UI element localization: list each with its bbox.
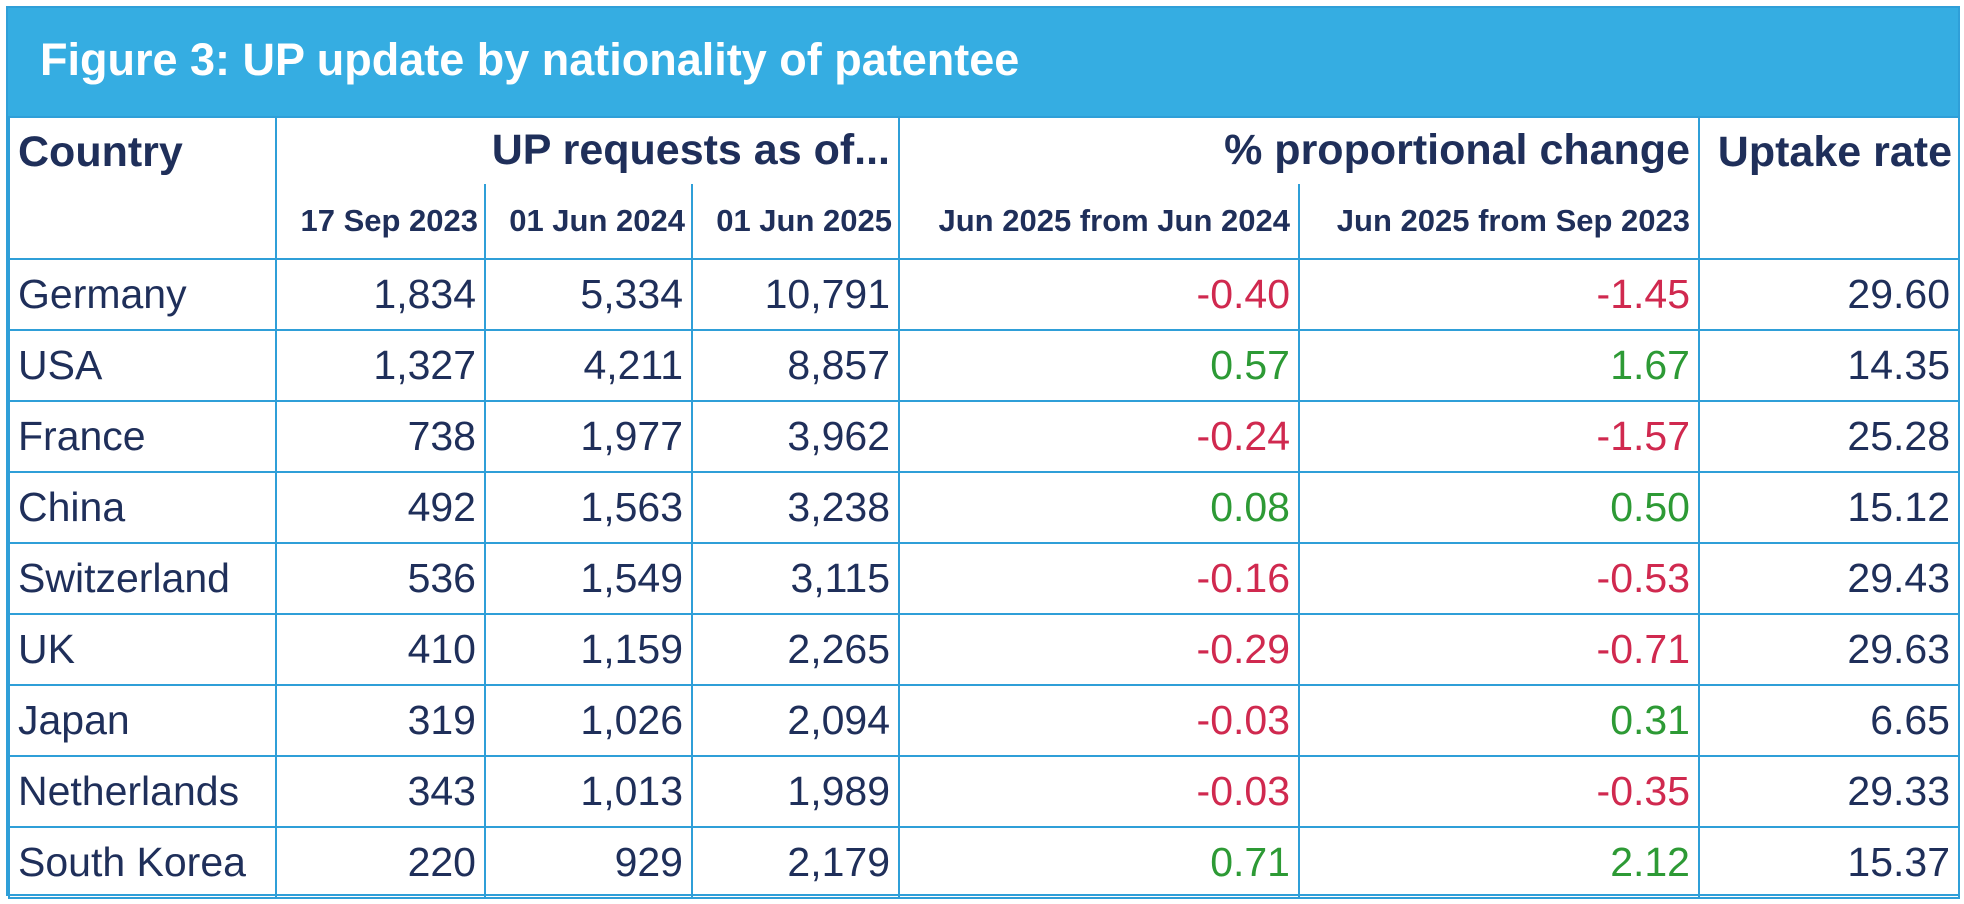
cell-sep-2023: 1,834 xyxy=(275,258,486,331)
cell-sep-2023: 738 xyxy=(275,400,486,473)
cell-country: Switzerland xyxy=(8,542,277,615)
header-jun-2024: 01 Jun 2024 xyxy=(484,182,693,260)
cell-change-from-jun-2024: -0.24 xyxy=(898,400,1300,473)
cell-jun-2024: 1,549 xyxy=(484,542,693,615)
cell-change-from-sep-2023: -0.71 xyxy=(1298,613,1700,686)
cell-change-from-jun-2024: -0.03 xyxy=(898,755,1300,828)
cell-country: France xyxy=(8,400,277,473)
cell-change-from-jun-2024: 0.71 xyxy=(898,826,1300,899)
header-jun-2025: 01 Jun 2025 xyxy=(691,182,900,260)
cell-jun-2025: 2,094 xyxy=(691,684,900,757)
up-table: Country UP requests as of... % proportio… xyxy=(8,116,1960,899)
table-row: Netherlands 343 1,013 1,989 -0.03 -0.35 29.33 xyxy=(8,755,1960,828)
header-sep-2023: 17 Sep 2023 xyxy=(275,182,486,260)
cell-jun-2025: 10,791 xyxy=(691,258,900,331)
cell-jun-2024: 1,159 xyxy=(484,613,693,686)
cell-change-from-sep-2023: -0.53 xyxy=(1298,542,1700,615)
table-row: France 738 1,977 3,962 -0.24 -1.57 25.28 xyxy=(8,400,1960,473)
cell-change-from-jun-2024: -0.16 xyxy=(898,542,1300,615)
figure-frame: Figure 3: UP update by nationality of pa… xyxy=(6,6,1960,899)
title-bar: Figure 3: UP update by nationality of pa… xyxy=(8,8,1958,116)
cell-jun-2024: 5,334 xyxy=(484,258,693,331)
header-sub-row: 17 Sep 2023 01 Jun 2024 01 Jun 2025 Jun … xyxy=(9,182,1959,260)
header-change-from-jun-2024: Jun 2025 from Jun 2024 xyxy=(898,182,1300,260)
cell-jun-2024: 1,563 xyxy=(484,471,693,544)
cell-jun-2025: 2,179 xyxy=(691,826,900,899)
cell-uptake-rate: 29.60 xyxy=(1698,258,1960,331)
cell-country: USA xyxy=(8,329,277,402)
cell-sep-2023: 410 xyxy=(275,613,486,686)
cell-uptake-rate: 6.65 xyxy=(1698,684,1960,757)
cell-change-from-sep-2023: -1.45 xyxy=(1298,258,1700,331)
cell-sep-2023: 343 xyxy=(275,755,486,828)
cell-jun-2024: 1,026 xyxy=(484,684,693,757)
header-pct-change: % proportional change xyxy=(898,116,1700,183)
cell-change-from-jun-2024: 0.57 xyxy=(898,329,1300,402)
table-row: Switzerland 536 1,549 3,115 -0.16 -0.53 29.43 xyxy=(8,542,1960,615)
cell-change-from-sep-2023: 1.67 xyxy=(1298,329,1700,402)
table-row: South Korea 220 929 2,179 0.71 2.12 15.37 xyxy=(8,826,1960,899)
cell-country: Germany xyxy=(8,258,277,331)
cell-jun-2025: 3,238 xyxy=(691,471,900,544)
cell-change-from-sep-2023: 2.12 xyxy=(1298,826,1700,899)
cell-country: Japan xyxy=(8,684,277,757)
cell-uptake-rate: 29.33 xyxy=(1698,755,1960,828)
cell-jun-2025: 8,857 xyxy=(691,329,900,402)
cell-sep-2023: 319 xyxy=(275,684,486,757)
table-row: Japan 319 1,026 2,094 -0.03 0.31 6.65 xyxy=(8,684,1960,757)
header-country: Country xyxy=(8,116,277,260)
cell-uptake-rate: 29.43 xyxy=(1698,542,1960,615)
cell-change-from-jun-2024: -0.29 xyxy=(898,613,1300,686)
header-group-row: Country UP requests as of... % proportio… xyxy=(8,116,1960,260)
cell-change-from-sep-2023: -0.35 xyxy=(1298,755,1700,828)
cell-jun-2025: 1,989 xyxy=(691,755,900,828)
header-up-requests: UP requests as of... xyxy=(275,116,900,183)
cell-change-from-jun-2024: 0.08 xyxy=(898,471,1300,544)
cell-country: China xyxy=(8,471,277,544)
cell-sep-2023: 492 xyxy=(275,471,486,544)
cell-sep-2023: 220 xyxy=(275,826,486,899)
cell-country: Netherlands xyxy=(8,755,277,828)
cell-jun-2024: 4,211 xyxy=(484,329,693,402)
cell-change-from-sep-2023: 0.50 xyxy=(1298,471,1700,544)
cell-jun-2024: 1,977 xyxy=(484,400,693,473)
header-change-from-sep-2023: Jun 2025 from Sep 2023 xyxy=(1298,182,1700,260)
table-row: China 492 1,563 3,238 0.08 0.50 15.12 xyxy=(8,471,1960,544)
cell-change-from-jun-2024: -0.03 xyxy=(898,684,1300,757)
cell-change-from-jun-2024: -0.40 xyxy=(898,258,1300,331)
cell-country: South Korea xyxy=(8,826,277,899)
cell-uptake-rate: 14.35 xyxy=(1698,329,1960,402)
cell-country: UK xyxy=(8,613,277,686)
table-row: USA 1,327 4,211 8,857 0.57 1.67 14.35 xyxy=(8,329,1960,402)
cell-sep-2023: 536 xyxy=(275,542,486,615)
cell-change-from-sep-2023: -1.57 xyxy=(1298,400,1700,473)
table-row: UK 410 1,159 2,265 -0.29 -0.71 29.63 xyxy=(8,613,1960,686)
cell-uptake-rate: 25.28 xyxy=(1698,400,1960,473)
cell-sep-2023: 1,327 xyxy=(275,329,486,402)
cell-jun-2025: 3,962 xyxy=(691,400,900,473)
cell-jun-2025: 3,115 xyxy=(691,542,900,615)
cell-jun-2024: 1,013 xyxy=(484,755,693,828)
table-row: Germany 1,834 5,334 10,791 -0.40 -1.45 29.60 xyxy=(8,258,1960,331)
cell-change-from-sep-2023: 0.31 xyxy=(1298,684,1700,757)
cell-jun-2025: 2,265 xyxy=(691,613,900,686)
cell-jun-2024: 929 xyxy=(484,826,693,899)
cell-uptake-rate: 15.37 xyxy=(1698,826,1960,899)
cell-uptake-rate: 29.63 xyxy=(1698,613,1960,686)
cell-uptake-rate: 15.12 xyxy=(1698,471,1960,544)
header-uptake-rate: Uptake rate xyxy=(1698,116,1960,260)
figure-title: Figure 3: UP update by nationality of pa… xyxy=(40,34,1020,85)
